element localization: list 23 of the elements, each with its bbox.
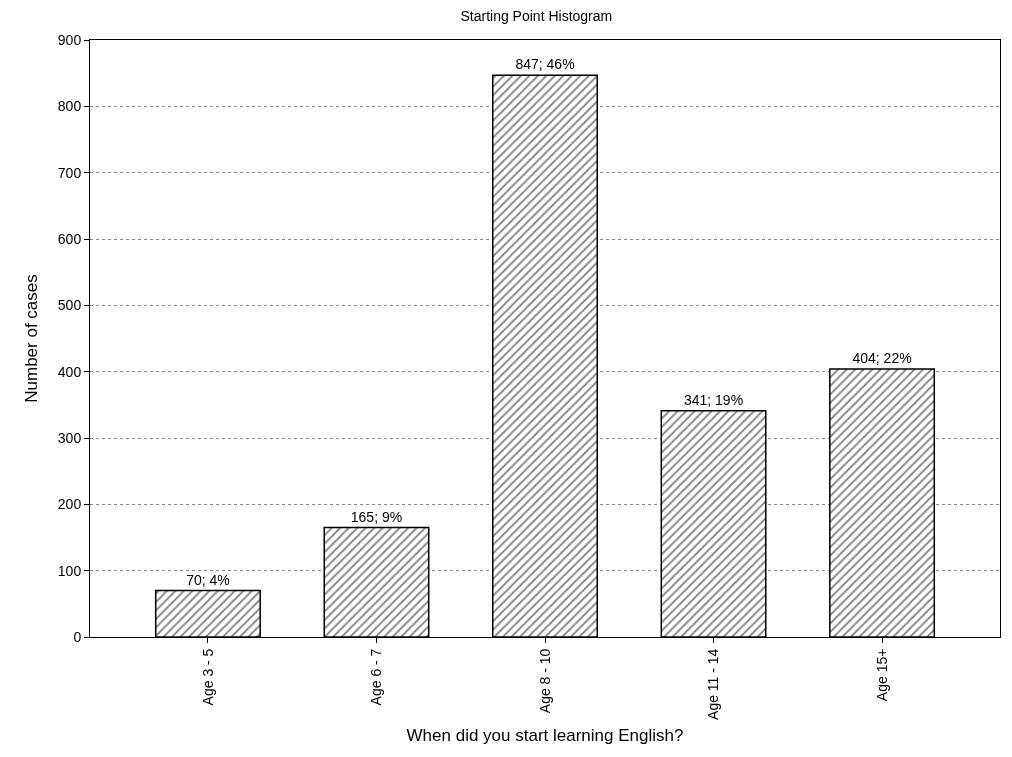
data-label: 404; 22% (852, 350, 912, 367)
y-tick-label: 900 (57, 31, 82, 48)
data-label: 165; 9% (350, 508, 403, 525)
y-tick-label: 700 (57, 164, 82, 181)
y-tick-label: 500 (57, 297, 82, 314)
data-label: 847; 46% (515, 56, 575, 73)
x-tick-label: Age 6 - 7 (368, 648, 385, 706)
x-tick-label: Age 8 - 10 (536, 648, 553, 714)
y-tick-label: 200 (57, 496, 82, 513)
y-tick-label: 100 (57, 562, 82, 579)
x-tick-label: Age 3 - 5 (199, 648, 216, 706)
y-tick-label: 800 (57, 98, 82, 115)
data-label: 341; 19% (683, 391, 744, 408)
x-tick-label: Age 11 - 14 (705, 648, 722, 720)
y-tick-label: 0 (73, 628, 82, 645)
y-tick-label: 400 (57, 363, 82, 380)
x-axis-title: When did you start learning English? (406, 726, 684, 746)
x-tick-label: Age 15+ (873, 648, 890, 702)
chart-title: Starting Point Histogram (460, 8, 613, 25)
y-tick-label: 300 (57, 429, 82, 446)
y-tick-label: 600 (57, 230, 82, 247)
data-label: 70; 4% (186, 571, 230, 588)
y-axis-title: Number of cases (22, 274, 42, 403)
